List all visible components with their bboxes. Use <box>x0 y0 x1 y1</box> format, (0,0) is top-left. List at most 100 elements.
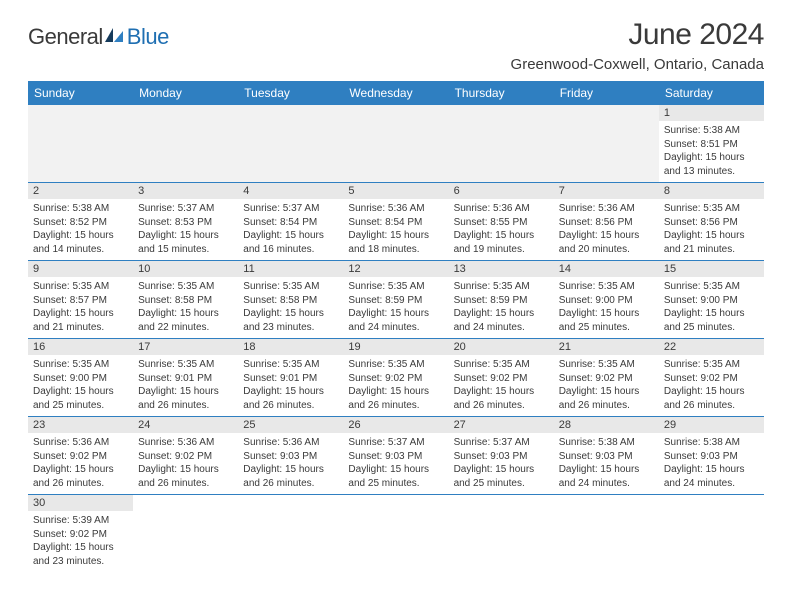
sunset-line: Sunset: 9:02 PM <box>33 450 128 464</box>
sunset-line: Sunset: 9:03 PM <box>243 450 338 464</box>
day-number: 20 <box>449 339 554 355</box>
calendar-day-cell: 18Sunrise: 5:35 AMSunset: 9:01 PMDayligh… <box>238 339 343 417</box>
calendar-empty-cell <box>133 105 238 183</box>
sunset-line: Sunset: 8:58 PM <box>138 294 233 308</box>
sunrise-line: Sunrise: 5:35 AM <box>348 280 443 294</box>
day-details: Sunrise: 5:36 AMSunset: 9:03 PMDaylight:… <box>238 433 343 494</box>
daylight-line: Daylight: 15 hours and 25 minutes. <box>348 463 443 490</box>
day-details: Sunrise: 5:35 AMSunset: 9:02 PMDaylight:… <box>554 355 659 416</box>
calendar-week-row: 9Sunrise: 5:35 AMSunset: 8:57 PMDaylight… <box>28 261 764 339</box>
calendar-week-row: 30Sunrise: 5:39 AMSunset: 9:02 PMDayligh… <box>28 495 764 573</box>
day-details: Sunrise: 5:38 AMSunset: 8:52 PMDaylight:… <box>28 199 133 260</box>
calendar-day-cell: 21Sunrise: 5:35 AMSunset: 9:02 PMDayligh… <box>554 339 659 417</box>
sunrise-line: Sunrise: 5:35 AM <box>454 280 549 294</box>
day-number: 21 <box>554 339 659 355</box>
day-number: 19 <box>343 339 448 355</box>
calendar-empty-cell <box>133 495 238 573</box>
calendar-day-cell: 30Sunrise: 5:39 AMSunset: 9:02 PMDayligh… <box>28 495 133 573</box>
day-details: Sunrise: 5:35 AMSunset: 9:02 PMDaylight:… <box>449 355 554 416</box>
day-details: Sunrise: 5:37 AMSunset: 9:03 PMDaylight:… <box>449 433 554 494</box>
sunrise-line: Sunrise: 5:35 AM <box>454 358 549 372</box>
calendar-empty-cell <box>449 495 554 573</box>
daylight-line: Daylight: 15 hours and 18 minutes. <box>348 229 443 256</box>
daylight-line: Daylight: 15 hours and 26 minutes. <box>664 385 759 412</box>
calendar-day-cell: 27Sunrise: 5:37 AMSunset: 9:03 PMDayligh… <box>449 417 554 495</box>
daylight-line: Daylight: 15 hours and 24 minutes. <box>559 463 654 490</box>
sunrise-line: Sunrise: 5:35 AM <box>348 358 443 372</box>
calendar-week-row: 16Sunrise: 5:35 AMSunset: 9:00 PMDayligh… <box>28 339 764 417</box>
calendar-day-cell: 10Sunrise: 5:35 AMSunset: 8:58 PMDayligh… <box>133 261 238 339</box>
sunrise-line: Sunrise: 5:37 AM <box>454 436 549 450</box>
calendar-day-cell: 14Sunrise: 5:35 AMSunset: 9:00 PMDayligh… <box>554 261 659 339</box>
daylight-line: Daylight: 15 hours and 26 minutes. <box>33 463 128 490</box>
calendar-day-cell: 29Sunrise: 5:38 AMSunset: 9:03 PMDayligh… <box>659 417 764 495</box>
calendar-day-cell: 24Sunrise: 5:36 AMSunset: 9:02 PMDayligh… <box>133 417 238 495</box>
day-number: 28 <box>554 417 659 433</box>
calendar-day-cell: 17Sunrise: 5:35 AMSunset: 9:01 PMDayligh… <box>133 339 238 417</box>
calendar-day-cell: 5Sunrise: 5:36 AMSunset: 8:54 PMDaylight… <box>343 183 448 261</box>
month-title: June 2024 <box>511 18 764 52</box>
calendar-empty-cell <box>238 495 343 573</box>
day-details: Sunrise: 5:36 AMSunset: 8:56 PMDaylight:… <box>554 199 659 260</box>
day-number: 26 <box>343 417 448 433</box>
daylight-line: Daylight: 15 hours and 15 minutes. <box>138 229 233 256</box>
day-details: Sunrise: 5:37 AMSunset: 8:54 PMDaylight:… <box>238 199 343 260</box>
calendar-empty-cell <box>28 105 133 183</box>
calendar-empty-cell <box>554 495 659 573</box>
calendar-empty-cell <box>554 105 659 183</box>
sunrise-line: Sunrise: 5:35 AM <box>138 280 233 294</box>
sunset-line: Sunset: 9:00 PM <box>559 294 654 308</box>
day-number: 2 <box>28 183 133 199</box>
daylight-line: Daylight: 15 hours and 21 minutes. <box>664 229 759 256</box>
calendar-day-cell: 6Sunrise: 5:36 AMSunset: 8:55 PMDaylight… <box>449 183 554 261</box>
day-details: Sunrise: 5:37 AMSunset: 8:53 PMDaylight:… <box>133 199 238 260</box>
sunrise-line: Sunrise: 5:37 AM <box>138 202 233 216</box>
day-details: Sunrise: 5:38 AMSunset: 8:51 PMDaylight:… <box>659 121 764 182</box>
day-details: Sunrise: 5:37 AMSunset: 9:03 PMDaylight:… <box>343 433 448 494</box>
sunset-line: Sunset: 9:00 PM <box>33 372 128 386</box>
sunset-line: Sunset: 8:53 PM <box>138 216 233 230</box>
sunrise-line: Sunrise: 5:36 AM <box>138 436 233 450</box>
sunset-line: Sunset: 8:56 PM <box>559 216 654 230</box>
sunset-line: Sunset: 9:02 PM <box>664 372 759 386</box>
calendar-empty-cell <box>238 105 343 183</box>
sunrise-line: Sunrise: 5:37 AM <box>348 436 443 450</box>
day-details: Sunrise: 5:36 AMSunset: 8:55 PMDaylight:… <box>449 199 554 260</box>
sunrise-line: Sunrise: 5:36 AM <box>559 202 654 216</box>
calendar-empty-cell <box>659 495 764 573</box>
sunset-line: Sunset: 8:59 PM <box>454 294 549 308</box>
weekday-header: Saturday <box>659 81 764 105</box>
day-number: 3 <box>133 183 238 199</box>
day-details: Sunrise: 5:35 AMSunset: 8:56 PMDaylight:… <box>659 199 764 260</box>
calendar-empty-cell <box>343 105 448 183</box>
day-number: 23 <box>28 417 133 433</box>
sunset-line: Sunset: 8:51 PM <box>664 138 759 152</box>
calendar-day-cell: 19Sunrise: 5:35 AMSunset: 9:02 PMDayligh… <box>343 339 448 417</box>
daylight-line: Daylight: 15 hours and 23 minutes. <box>33 541 128 568</box>
day-details: Sunrise: 5:38 AMSunset: 9:03 PMDaylight:… <box>659 433 764 494</box>
page-header: General Blue June 2024 Greenwood-Coxwell… <box>28 18 764 73</box>
day-details: Sunrise: 5:35 AMSunset: 8:59 PMDaylight:… <box>449 277 554 338</box>
day-number: 6 <box>449 183 554 199</box>
sunrise-line: Sunrise: 5:35 AM <box>33 280 128 294</box>
sunset-line: Sunset: 9:02 PM <box>33 528 128 542</box>
sunset-line: Sunset: 9:02 PM <box>559 372 654 386</box>
calendar-day-cell: 7Sunrise: 5:36 AMSunset: 8:56 PMDaylight… <box>554 183 659 261</box>
sunset-line: Sunset: 9:03 PM <box>664 450 759 464</box>
sunset-line: Sunset: 8:57 PM <box>33 294 128 308</box>
day-details: Sunrise: 5:35 AMSunset: 9:00 PMDaylight:… <box>659 277 764 338</box>
sunset-line: Sunset: 9:01 PM <box>243 372 338 386</box>
day-number: 15 <box>659 261 764 277</box>
sunrise-line: Sunrise: 5:35 AM <box>559 358 654 372</box>
calendar-day-cell: 4Sunrise: 5:37 AMSunset: 8:54 PMDaylight… <box>238 183 343 261</box>
day-number: 9 <box>28 261 133 277</box>
sunset-line: Sunset: 8:56 PM <box>664 216 759 230</box>
logo-sail-icon <box>103 26 125 44</box>
day-number: 30 <box>28 495 133 511</box>
day-details: Sunrise: 5:35 AMSunset: 8:58 PMDaylight:… <box>238 277 343 338</box>
sunset-line: Sunset: 8:59 PM <box>348 294 443 308</box>
calendar-empty-cell <box>449 105 554 183</box>
sunset-line: Sunset: 8:54 PM <box>243 216 338 230</box>
calendar-day-cell: 20Sunrise: 5:35 AMSunset: 9:02 PMDayligh… <box>449 339 554 417</box>
calendar-table: SundayMondayTuesdayWednesdayThursdayFrid… <box>28 81 764 572</box>
